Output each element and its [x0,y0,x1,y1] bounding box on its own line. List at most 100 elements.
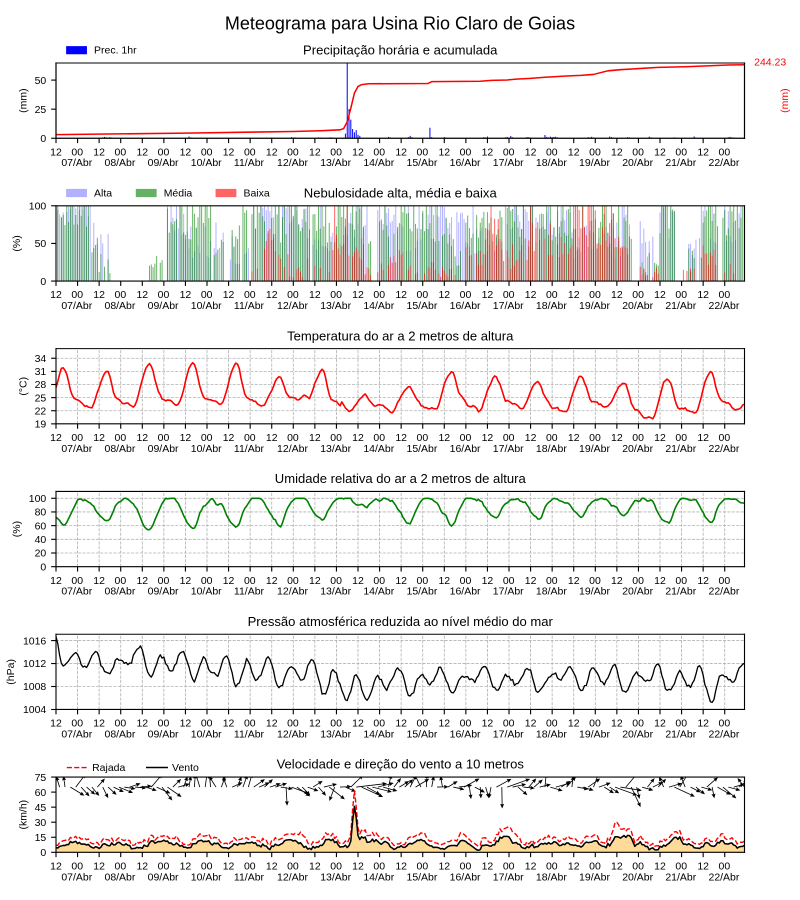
svg-text:13/Abr: 13/Abr [320,729,351,740]
svg-text:00: 00 [287,861,299,872]
svg-text:00: 00 [158,576,170,587]
svg-text:12: 12 [93,147,105,158]
svg-text:07/Abr: 07/Abr [61,872,92,883]
svg-text:00: 00 [460,719,472,730]
svg-text:60: 60 [35,788,47,799]
svg-text:12: 12 [697,719,709,730]
svg-text:22/Abr: 22/Abr [708,729,739,740]
svg-text:12: 12 [482,719,494,730]
svg-text:00: 00 [546,861,558,872]
svg-text:(mm): (mm) [780,88,791,112]
svg-text:18/Abr: 18/Abr [536,587,567,598]
svg-text:19/Abr: 19/Abr [579,872,610,883]
svg-text:12/Abr: 12/Abr [277,872,308,883]
svg-text:12: 12 [266,719,278,730]
svg-text:00: 00 [71,147,83,158]
svg-text:21/Abr: 21/Abr [665,587,696,598]
svg-text:12: 12 [482,433,494,444]
svg-text:00: 00 [675,576,687,587]
svg-text:(mm): (mm) [18,88,29,112]
svg-text:12: 12 [482,861,494,872]
svg-text:12: 12 [482,290,494,301]
svg-text:22/Abr: 22/Abr [708,301,739,312]
svg-text:12: 12 [611,861,623,872]
svg-text:22/Abr: 22/Abr [708,872,739,883]
svg-text:00: 00 [330,576,342,587]
svg-text:12: 12 [180,861,192,872]
svg-text:12: 12 [697,861,709,872]
svg-text:12: 12 [136,290,148,301]
svg-text:18/Abr: 18/Abr [536,158,567,169]
svg-text:12/Abr: 12/Abr [277,729,308,740]
svg-text:15/Abr: 15/Abr [406,444,437,455]
svg-text:12: 12 [611,576,623,587]
svg-text:12: 12 [266,433,278,444]
svg-text:21/Abr: 21/Abr [665,301,696,312]
svg-text:75: 75 [35,773,47,784]
svg-text:09/Abr: 09/Abr [148,444,179,455]
svg-text:100: 100 [29,202,47,213]
svg-text:12: 12 [180,719,192,730]
svg-text:00: 00 [460,147,472,158]
svg-text:40: 40 [35,535,47,546]
svg-text:12: 12 [697,290,709,301]
svg-text:00: 00 [675,719,687,730]
svg-text:07/Abr: 07/Abr [61,729,92,740]
svg-text:10/Abr: 10/Abr [191,444,222,455]
svg-text:00: 00 [546,719,558,730]
svg-text:09/Abr: 09/Abr [148,729,179,740]
svg-text:11/Abr: 11/Abr [234,158,265,169]
svg-text:21/Abr: 21/Abr [665,729,696,740]
svg-text:12: 12 [654,861,666,872]
svg-text:20/Abr: 20/Abr [622,729,653,740]
svg-text:00: 00 [675,290,687,301]
svg-text:15/Abr: 15/Abr [406,301,437,312]
svg-text:12: 12 [180,290,192,301]
svg-text:00: 00 [719,290,731,301]
svg-text:00: 00 [158,290,170,301]
svg-text:07/Abr: 07/Abr [61,587,92,598]
svg-text:00: 00 [417,147,429,158]
svg-text:12: 12 [482,147,494,158]
svg-text:12: 12 [352,433,364,444]
svg-text:00: 00 [330,861,342,872]
svg-text:00: 00 [675,147,687,158]
svg-text:17/Abr: 17/Abr [493,301,524,312]
svg-text:00: 00 [589,576,601,587]
svg-text:00: 00 [244,576,256,587]
svg-text:00: 00 [503,719,515,730]
svg-text:00: 00 [330,719,342,730]
svg-text:00: 00 [417,290,429,301]
svg-text:12: 12 [352,861,364,872]
svg-text:0: 0 [40,134,46,145]
svg-text:(km/h): (km/h) [18,800,29,830]
svg-text:13/Abr: 13/Abr [320,158,351,169]
svg-text:12: 12 [395,433,407,444]
svg-text:0: 0 [40,562,46,573]
svg-text:Pressão atmosférica reduzida a: Pressão atmosférica reduzida ao nível mé… [248,614,554,629]
svg-text:12: 12 [654,719,666,730]
svg-text:00: 00 [115,576,127,587]
svg-text:12: 12 [223,861,235,872]
svg-text:12: 12 [395,576,407,587]
svg-text:12: 12 [352,576,364,587]
svg-text:12: 12 [568,861,580,872]
svg-text:13/Abr: 13/Abr [320,301,351,312]
svg-text:34: 34 [35,354,47,365]
svg-text:00: 00 [589,147,601,158]
svg-text:17/Abr: 17/Abr [493,729,524,740]
svg-text:00: 00 [719,576,731,587]
svg-text:18/Abr: 18/Abr [536,872,567,883]
svg-text:12: 12 [223,433,235,444]
svg-text:00: 00 [287,433,299,444]
svg-text:00: 00 [719,433,731,444]
svg-text:12: 12 [611,719,623,730]
svg-text:12: 12 [395,719,407,730]
svg-text:00: 00 [373,147,385,158]
svg-text:12: 12 [266,147,278,158]
svg-text:Umidade relativa do ar a 2 met: Umidade relativa do ar a 2 metros de alt… [275,471,527,486]
svg-text:09/Abr: 09/Abr [148,301,179,312]
svg-text:00: 00 [201,576,213,587]
svg-text:00: 00 [115,433,127,444]
svg-text:12: 12 [568,576,580,587]
